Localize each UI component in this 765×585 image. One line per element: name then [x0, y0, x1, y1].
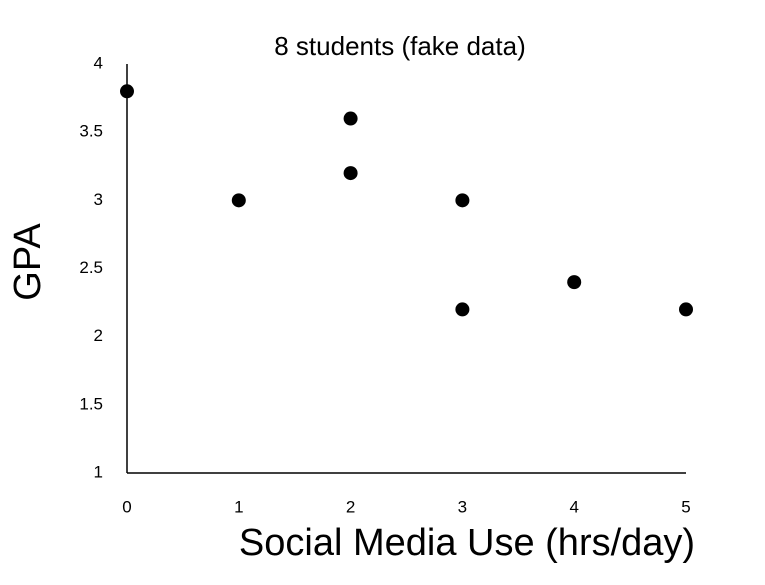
point	[567, 275, 582, 290]
x-tick-label: 5	[681, 497, 690, 516]
chart-title: 8 students (fake data)	[274, 31, 525, 61]
y-tick-label: 2	[94, 326, 103, 345]
x-axis-label: Social Media Use (hrs/day)	[239, 522, 695, 564]
y-tick-label: 1	[94, 462, 103, 481]
x-tick-label: 1	[234, 497, 243, 516]
point	[120, 84, 134, 99]
y-tick-label: 2.5	[79, 258, 103, 277]
x-tick-label: 0	[122, 497, 131, 516]
x-tick-label: 2	[346, 497, 355, 516]
y-axis-label: GPA	[7, 223, 49, 301]
point	[231, 193, 246, 208]
y-tick-label: 3.5	[79, 122, 103, 141]
point	[343, 166, 358, 181]
y-tick-label: 3	[94, 190, 103, 209]
x-tick-label: 3	[458, 497, 467, 516]
y-tick-label: 1.5	[79, 394, 103, 413]
point	[679, 302, 693, 317]
y-tick-label: 4	[94, 53, 103, 72]
point	[343, 111, 358, 126]
point	[455, 193, 470, 208]
x-tick-label: 4	[569, 497, 578, 516]
point	[455, 302, 470, 317]
